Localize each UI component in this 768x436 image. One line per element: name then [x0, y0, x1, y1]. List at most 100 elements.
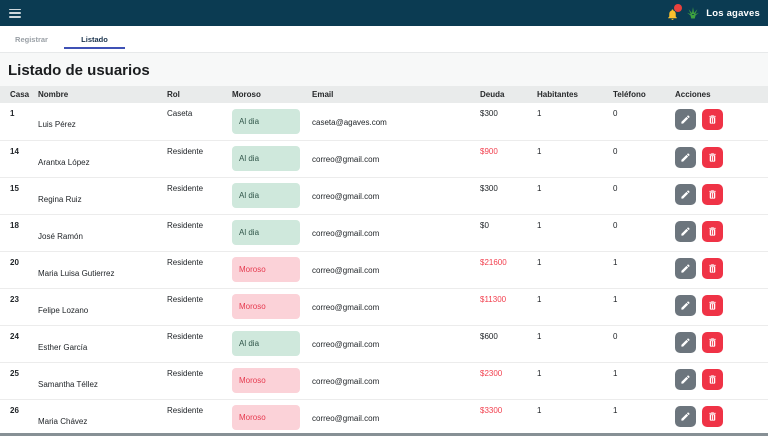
cell-deuda: $21600 — [480, 251, 537, 289]
table-row: 24 Esther García Residente Al dia correo… — [0, 325, 768, 363]
status-chip: Moroso — [232, 294, 300, 319]
edit-user-button[interactable] — [675, 331, 696, 353]
cell-casa: 23 — [0, 288, 38, 326]
cell-rol: Residente — [167, 288, 232, 326]
cell-habitantes: 1 — [537, 399, 613, 436]
cell-nombre: Felipe Lozano — [38, 288, 167, 326]
cell-email: correo@gmail.com — [312, 140, 480, 178]
cell-casa: 26 — [0, 399, 38, 436]
column-header-deuda: Deuda — [480, 86, 537, 103]
cell-habitantes: 1 — [537, 325, 613, 363]
edit-user-button[interactable] — [675, 368, 696, 390]
cell-casa: 15 — [0, 177, 38, 215]
delete-user-button[interactable] — [702, 257, 724, 279]
cell-email: caseta@agaves.com — [312, 103, 480, 141]
pencil-icon — [680, 263, 691, 274]
cell-casa: 25 — [0, 362, 38, 400]
pencil-icon — [680, 189, 691, 200]
delete-user-button[interactable] — [702, 109, 724, 130]
cell-estado: Al dia — [232, 103, 312, 141]
cell-nombre: Esther García — [38, 325, 167, 363]
cell-rol: Residente — [167, 362, 232, 400]
column-header-telefono: Teléfono — [613, 86, 675, 103]
cell-telefono: 0 — [613, 103, 675, 141]
cell-nombre: Regina Ruiz — [38, 177, 167, 215]
cell-email: correo@gmail.com — [312, 288, 480, 326]
delete-user-button[interactable] — [702, 368, 724, 390]
table-row: 26 Maria Chávez Residente Moroso correo@… — [0, 399, 768, 436]
edit-user-button[interactable] — [675, 109, 696, 130]
delete-user-button[interactable] — [702, 405, 724, 427]
delete-user-button[interactable] — [702, 331, 724, 353]
cell-rol: Residente — [167, 399, 232, 436]
cell-nombre: Luis Pérez — [38, 103, 167, 141]
edit-user-button[interactable] — [675, 405, 696, 427]
cell-deuda: $300 — [480, 103, 537, 141]
edit-user-button[interactable] — [675, 220, 696, 242]
column-header-habitantes: Habitantes — [537, 86, 613, 103]
cell-estado: Al dia — [232, 177, 312, 215]
trash-icon — [707, 411, 718, 422]
agave-plant-icon — [686, 6, 700, 20]
hamburger-icon[interactable] — [9, 8, 21, 18]
cell-casa: 24 — [0, 325, 38, 363]
main-content: Listado de usuarios Casa Nombre Rol Moro… — [0, 53, 768, 436]
cell-habitantes: 1 — [537, 103, 613, 141]
table-row: 14 Arantxa López Residente Al dia correo… — [0, 140, 768, 178]
cell-estado: Moroso — [232, 251, 312, 289]
pencil-icon — [680, 226, 691, 237]
status-chip: Al dia — [232, 146, 300, 171]
cell-rol: Residente — [167, 177, 232, 215]
tab-registrar[interactable]: Registrar — [15, 34, 48, 44]
cell-estado: Moroso — [232, 288, 312, 326]
cell-acciones — [675, 177, 768, 215]
cell-estado: Moroso — [232, 399, 312, 436]
cell-estado: Moroso — [232, 362, 312, 400]
table-header-row: Casa Nombre Rol Moroso Email Deuda Habit… — [0, 86, 768, 103]
delete-user-button[interactable] — [702, 294, 724, 316]
cell-email: correo@gmail.com — [312, 177, 480, 215]
cell-deuda: $0 — [480, 214, 537, 252]
table-row: 1 Luis Pérez Caseta Al dia caseta@agaves… — [0, 103, 768, 141]
edit-user-button[interactable] — [675, 294, 696, 316]
cell-casa: 14 — [0, 140, 38, 178]
cell-deuda: $900 — [480, 140, 537, 178]
trash-icon — [707, 152, 718, 163]
cell-acciones — [675, 251, 768, 289]
notifications-bell-icon[interactable] — [666, 3, 683, 21]
status-chip: Al dia — [232, 331, 300, 356]
cell-email: correo@gmail.com — [312, 362, 480, 400]
tab-listado[interactable]: Listado — [63, 26, 126, 52]
table-row: 25 Samantha Téllez Residente Moroso corr… — [0, 362, 768, 400]
pencil-icon — [680, 411, 691, 422]
cell-deuda: $3300 — [480, 399, 537, 436]
cell-nombre: José Ramón — [38, 214, 167, 252]
cell-casa: 20 — [0, 251, 38, 289]
cell-nombre: Maria Chávez — [38, 399, 167, 436]
cell-telefono: 0 — [613, 325, 675, 363]
status-chip: Moroso — [232, 405, 300, 430]
cell-rol: Residente — [167, 325, 232, 363]
edit-user-button[interactable] — [675, 183, 696, 205]
trash-icon — [707, 337, 718, 348]
cell-telefono: 1 — [613, 251, 675, 289]
cell-nombre: Maria Luisa Gutierrez — [38, 251, 167, 289]
column-header-rol: Rol — [167, 86, 232, 103]
edit-user-button[interactable] — [675, 257, 696, 279]
cell-rol: Residente — [167, 214, 232, 252]
cell-estado: Al dia — [232, 214, 312, 252]
cell-estado: Al dia — [232, 140, 312, 178]
cell-deuda: $300 — [480, 177, 537, 215]
table-row: 18 José Ramón Residente Al dia correo@gm… — [0, 214, 768, 252]
cell-rol: Caseta — [167, 103, 232, 141]
edit-user-button[interactable] — [675, 146, 696, 168]
cell-email: correo@gmail.com — [312, 214, 480, 252]
trash-icon — [707, 189, 718, 200]
delete-user-button[interactable] — [702, 183, 724, 205]
cell-telefono: 0 — [613, 214, 675, 252]
status-chip: Moroso — [232, 257, 300, 282]
column-header-casa: Casa — [0, 86, 38, 103]
delete-user-button[interactable] — [702, 146, 724, 168]
delete-user-button[interactable] — [702, 220, 724, 242]
brand-title: Los agaves — [706, 7, 760, 19]
